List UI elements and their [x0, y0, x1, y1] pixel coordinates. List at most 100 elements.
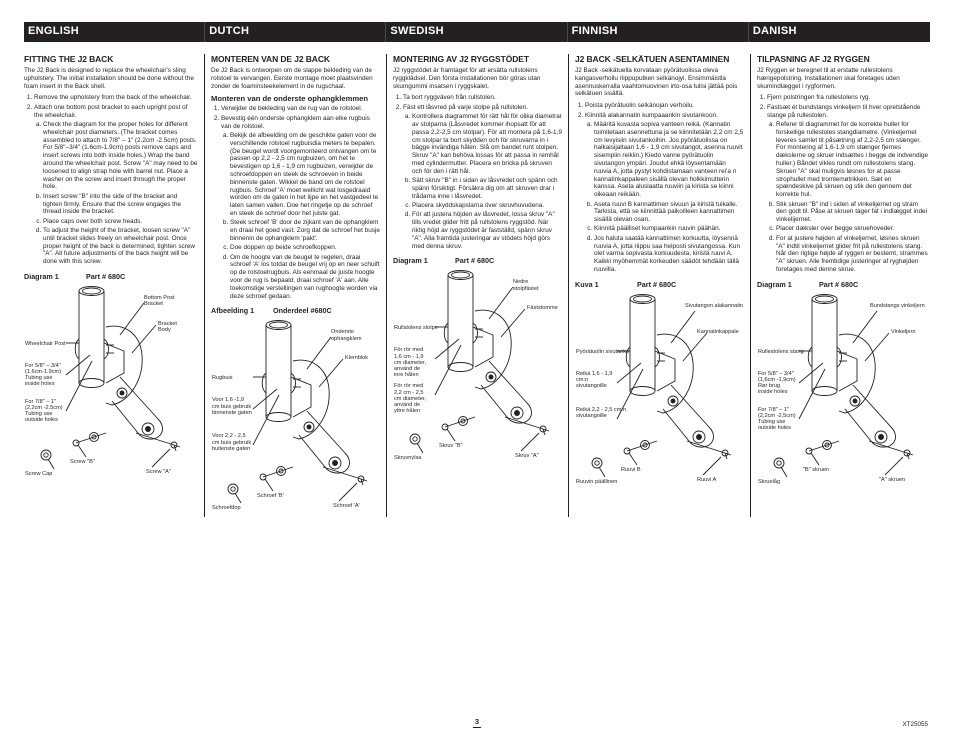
- lbl-a: Screw "A": [146, 469, 171, 475]
- sv-title: MONTERING AV J2 RYGGSTÖDET: [393, 54, 562, 64]
- lbl-wheel: Rullestolens stang: [758, 349, 804, 355]
- lbl-a: "A" skruen: [879, 477, 905, 483]
- lbl-holes-out: För rör med 2,2 cm - 2,5 cm diameter, an…: [394, 383, 426, 414]
- lbl-holes-out: For 7/8" – 1" (2.2cm -2.5cm) Tubing use …: [25, 399, 63, 424]
- sv-diagram: Rullstolens stolpe För rör med 1,6 cm - …: [393, 267, 562, 467]
- lbl-holes-out: Voor 2,2 - 2,5 cm buis gebruik buitenste…: [212, 433, 251, 451]
- da-diagram: Rullestolens stang For 5/8" – 3/4" (1,6c…: [757, 291, 930, 491]
- lbl-bpb: Bottom Post Bracket: [144, 295, 174, 307]
- en-sub-a: Check the diagram for the proper holes f…: [43, 121, 198, 191]
- page-number: 3: [473, 717, 481, 728]
- lbl-holes-in: For 5/8" – 3/4" (1,6cm -1,9cm) Rør brug …: [758, 371, 796, 396]
- fi-sub-a: Määritä kuvasta sopiva vanteen reikä. (K…: [594, 121, 744, 199]
- nl-sub-c: Doe doppen op beide schroefkoppen.: [230, 244, 380, 252]
- sv-diagram-label: Diagram 1: [393, 256, 455, 265]
- fi-diagram-label: Kuva 1: [575, 280, 637, 289]
- document-id: XT25055: [902, 721, 928, 728]
- nl-intro: De J2 Back is ontworpen om de slappe bek…: [211, 67, 380, 90]
- lbl-b: Ruuvi B: [621, 467, 641, 473]
- lbl-holes-out: For 7/8" – 1" (2,2cm -2,5cm) Tubing use …: [758, 407, 796, 432]
- da-substeps: Referer til diagrammet for de korrekte h…: [767, 121, 930, 274]
- fi-sub-c: Kiinnitä päälliset kumpaankin ruuvin pää…: [594, 225, 744, 233]
- lbl-holes-out: Reikä 2,2 - 2,5 cm:n sivutangoille: [576, 407, 626, 419]
- sv-sub-b: Sätt skruv "B" in i sidan av låsvredet o…: [412, 177, 562, 200]
- sv-part-label: Part # 680C: [455, 256, 494, 265]
- lbl-b: Screw "B": [70, 459, 95, 465]
- fi-substeps: Määritä kuvasta sopiva vanteen reikä. (K…: [585, 121, 744, 274]
- col-danish: TILPASNING AF J2 RYGGEN J2 Ryggen er ber…: [750, 54, 930, 517]
- tab-swedish: SWEDISH: [386, 22, 567, 42]
- lbl-bpb: Onderste ophangklem: [331, 329, 361, 341]
- lbl-cap: Skruelåg: [758, 479, 780, 485]
- sv-sub-c: Placera skyddskapslarna över skruvhuvude…: [412, 202, 562, 210]
- columns: FITTING THE J2 BACK The J2 Back is desig…: [24, 54, 930, 517]
- lbl-wheel: Rullstolens stolpe: [394, 325, 438, 331]
- fi-step-1: Poista pyörätuolin selkänojan verhoilu.: [585, 102, 744, 110]
- sv-intro: J2 ryggstödet är framtaget för att ersät…: [393, 67, 562, 90]
- tab-english: ENGLISH: [24, 22, 205, 42]
- lbl-holes-in: För rör med 1,6 cm - 1,9 cm diameter, an…: [394, 347, 426, 378]
- en-title: FITTING THE J2 BACK: [24, 54, 198, 64]
- da-step-2: Fastsæt ét bundstangs vinkeljern til hve…: [767, 104, 930, 120]
- sv-sub-d: För att justera höjden av låsvredet, los…: [412, 211, 562, 250]
- col-english: FITTING THE J2 BACK The J2 Back is desig…: [24, 54, 204, 517]
- nl-part-label: Onderdeel #680C: [273, 306, 332, 315]
- da-part-label: Part # 680C: [819, 280, 858, 289]
- lbl-a: Schroef 'A': [333, 503, 360, 509]
- fi-diagram-strip: Kuva 1 Part # 680C: [575, 280, 744, 289]
- fi-steps: Poista pyörätuolin selkänojan verhoilu. …: [575, 102, 744, 119]
- col-finnish: J2 BACK -SELKÄTUEN ASENTAMINEN J2 Back -…: [568, 54, 750, 517]
- page: ENGLISH DUTCH SWEDISH FINNISH DANISH FIT…: [0, 0, 954, 738]
- lbl-a: Ruuvi A: [697, 477, 716, 483]
- lbl-bpb: Bundstangs vinkeljern: [870, 303, 925, 309]
- nl-diagram: Rugbuis Voor 1,6 -1,9 cm buis gebruik bi…: [211, 317, 380, 517]
- da-diagram-strip: Diagram 1 Part # 680C: [757, 280, 930, 289]
- bracket-diagram-svg: [575, 291, 745, 491]
- da-sub-c: Placer dæksler over begge skruehoveder.: [776, 225, 930, 233]
- da-sub-b: Stik skruen "B" ind i siden af vinkelije…: [776, 201, 930, 224]
- nl-diagram-strip: Afbeelding 1 Onderdeel #680C: [211, 306, 380, 315]
- lbl-cap: Skruvnylsa: [394, 455, 421, 461]
- fi-title: J2 BACK -SELKÄTUEN ASENTAMINEN: [575, 54, 744, 64]
- lbl-body: Kannatinkappale: [697, 329, 739, 335]
- en-sub-b: Insert screw "B" into the side of the br…: [43, 193, 198, 216]
- tab-finnish: FINNISH: [568, 22, 749, 42]
- en-sub-d: To adjust the height of the bracket, loo…: [43, 227, 198, 266]
- lbl-wheel: Pyörätuolin sivutanko: [576, 349, 629, 355]
- da-title: TILPASNING AF J2 RYGGEN: [757, 54, 930, 64]
- sv-step-1: Ta bort ryggväven från rullstolen.: [403, 94, 562, 102]
- lbl-cap: Ruuvin päällinen: [576, 479, 617, 485]
- en-intro: The J2 Back is designed to replace the w…: [24, 67, 198, 90]
- da-sub-a: Referer til diagrammet for de korrekte h…: [776, 121, 930, 199]
- lbl-b: Schroef 'B': [257, 493, 284, 499]
- da-diagram-label: Diagram 1: [757, 280, 819, 289]
- nl-subtitle: Monteren van de onderste ophangklemmen: [211, 94, 380, 103]
- fi-part-label: Part # 680C: [637, 280, 676, 289]
- nl-step-2: Bevestig één onderste ophangklem aan elk…: [221, 115, 380, 131]
- lbl-wheel: Wheelchair Post: [25, 341, 66, 347]
- en-diagram-strip: Diagram 1 Part # 680C: [24, 272, 198, 281]
- lbl-body: Vinkeljern: [891, 329, 915, 335]
- nl-sub-a: Bekijk de afbeelding om de geschikte gat…: [230, 132, 380, 218]
- tab-dutch: DUTCH: [205, 22, 386, 42]
- nl-step-1: Verwijder de bekleding van de rug van de…: [221, 105, 380, 113]
- nl-sub-b: Steek schroef 'B' door de zijkant van de…: [230, 219, 380, 242]
- en-diagram: Wheelchair Post For 5/8" – 3/4" (1.6cm-1…: [24, 283, 198, 483]
- lbl-body: Bracket Body: [158, 321, 177, 333]
- col-dutch: MONTEREN VAN DE J2 BACK De J2 Back is on…: [204, 54, 386, 517]
- lbl-a: Skruv "A": [515, 453, 539, 459]
- en-diagram-label: Diagram 1: [24, 272, 86, 281]
- lbl-bpb: Sivutangon alakannatin: [685, 303, 743, 309]
- lbl-holes-in: Voor 1,6 -1,9 cm buis gebruik binnenste …: [212, 397, 252, 415]
- fi-sub-b: Aseta ruuvi B kannattimen sivuun ja kiri…: [594, 201, 744, 224]
- lbl-body: Klemblok: [345, 355, 368, 361]
- lbl-holes-in: For 5/8" – 3/4" (1.6cm-1.9cm) Tubing use…: [25, 363, 61, 388]
- lbl-wheel: Rugbuis: [212, 375, 233, 381]
- tab-danish: DANISH: [749, 22, 930, 42]
- en-part-label: Part # 680C: [86, 272, 125, 281]
- lbl-cap: Schroefdop: [212, 505, 241, 511]
- bracket-diagram-svg: [211, 317, 381, 517]
- lbl-body: Fäststomme: [527, 305, 558, 311]
- en-step-1: Remove the upholstery from the back of t…: [34, 94, 198, 102]
- sv-steps: Ta bort ryggväven från rullstolen. Fäst …: [393, 94, 562, 111]
